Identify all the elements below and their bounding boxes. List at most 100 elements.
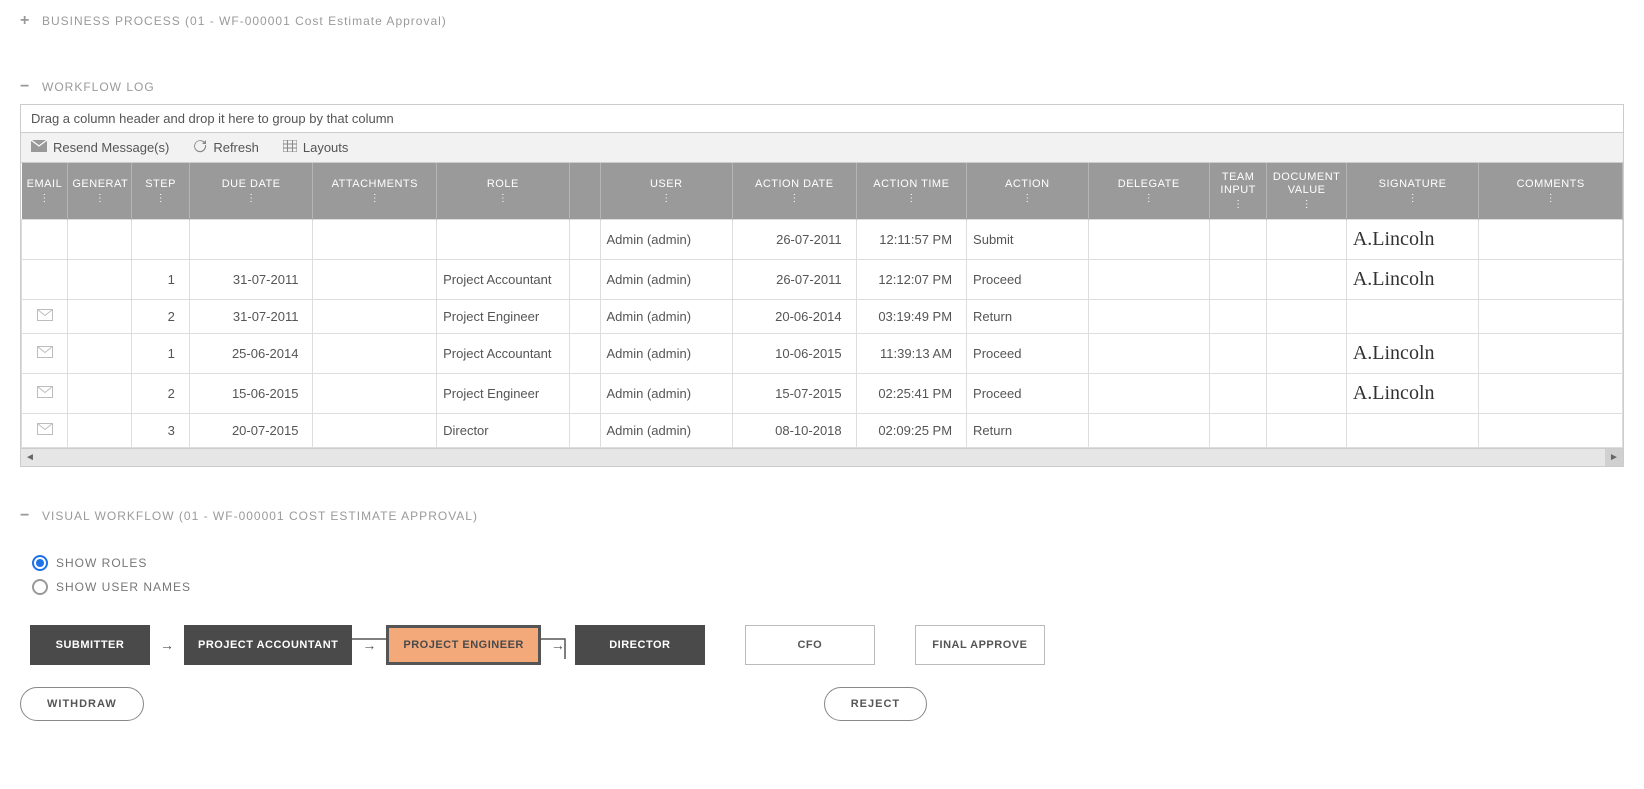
- table-row[interactable]: 125-06-2014Project AccountantAdmin (admi…: [22, 334, 1623, 374]
- column-menu-icon[interactable]: ⋮: [1271, 199, 1341, 211]
- collapse-icon: −: [20, 507, 34, 525]
- mail-icon: [37, 309, 53, 324]
- section-header-business-process[interactable]: + BUSINESS PROCESS (01 - WF-000001 Cost …: [20, 12, 1624, 30]
- section-title: WORKFLOW LOG: [42, 80, 155, 94]
- group-by-drop-zone[interactable]: Drag a column header and drop it here to…: [20, 104, 1624, 132]
- cell: [1346, 414, 1478, 448]
- refresh-button[interactable]: Refresh: [193, 139, 259, 156]
- cell: [313, 220, 437, 260]
- column-header-docval[interactable]: DOCUMENT VALUE⋮: [1267, 163, 1346, 220]
- reject-button[interactable]: REJECT: [824, 687, 927, 721]
- cell: Project Accountant: [437, 334, 569, 374]
- cell: 26-07-2011: [732, 260, 856, 300]
- column-header-sig[interactable]: SIGNATURE⋮: [1346, 163, 1478, 220]
- column-menu-icon[interactable]: ⋮: [1093, 193, 1205, 205]
- column-header-email[interactable]: EMAIL⋮: [22, 163, 68, 220]
- cell: [569, 414, 600, 448]
- cell: A.Lincoln: [1346, 334, 1478, 374]
- signature: A.Lincoln: [1353, 268, 1435, 290]
- cell: [22, 374, 68, 414]
- table-row[interactable]: 320-07-2015DirectorAdmin (admin)08-10-20…: [22, 414, 1623, 448]
- cell: [569, 334, 600, 374]
- column-menu-icon[interactable]: ⋮: [194, 193, 309, 205]
- resend-messages-button[interactable]: Resend Message(s): [31, 140, 169, 155]
- toolbar-label: Refresh: [213, 140, 259, 155]
- flow-node-director[interactable]: DIRECTOR: [575, 625, 705, 665]
- withdraw-button[interactable]: WITHDRAW: [20, 687, 144, 721]
- cell: [68, 334, 132, 374]
- table-row[interactable]: 131-07-2011Project AccountantAdmin (admi…: [22, 260, 1623, 300]
- column-menu-icon[interactable]: ⋮: [737, 193, 852, 205]
- column-header-comments[interactable]: COMMENTS⋮: [1479, 163, 1623, 220]
- cell: [1209, 260, 1266, 300]
- table-row[interactable]: Admin (admin)26-07-201112:11:57 PMSubmit…: [22, 220, 1623, 260]
- cell: Admin (admin): [600, 334, 732, 374]
- column-header-action[interactable]: ACTION⋮: [967, 163, 1088, 220]
- cell: A.Lincoln: [1346, 220, 1478, 260]
- layouts-button[interactable]: Layouts: [283, 140, 349, 155]
- table-row[interactable]: 215-06-2015Project EngineerAdmin (admin)…: [22, 374, 1623, 414]
- cell: [313, 414, 437, 448]
- cell: [1267, 334, 1346, 374]
- cell: [1479, 334, 1623, 374]
- column-menu-icon[interactable]: ⋮: [605, 193, 728, 205]
- cell: Admin (admin): [600, 260, 732, 300]
- cell: [569, 374, 600, 414]
- flow-node-acct[interactable]: PROJECT ACCOUNTANT: [184, 625, 352, 665]
- cell: [1209, 220, 1266, 260]
- column-menu-icon[interactable]: ⋮: [1483, 193, 1618, 205]
- column-header-atime[interactable]: ACTION TIME⋮: [856, 163, 966, 220]
- flow-node-submitter[interactable]: SUBMITTER: [30, 625, 150, 665]
- radio-show-roles[interactable]: SHOW ROLES: [32, 555, 1624, 571]
- column-header-generated[interactable]: GENERAT⋮: [68, 163, 132, 220]
- signature: A.Lincoln: [1353, 382, 1435, 404]
- column-header-attach[interactable]: ATTACHMENTS⋮: [313, 163, 437, 220]
- scroll-right-icon[interactable]: ►: [1605, 449, 1623, 466]
- cell: 03:19:49 PM: [856, 300, 966, 334]
- cell: [1267, 414, 1346, 448]
- cell: [1088, 260, 1209, 300]
- column-menu-icon[interactable]: ⋮: [861, 193, 962, 205]
- cell: [313, 260, 437, 300]
- radio-show-user-names[interactable]: SHOW USER NAMES: [32, 579, 1624, 595]
- column-menu-icon[interactable]: ⋮: [1351, 193, 1474, 205]
- cell: [22, 260, 68, 300]
- grid-header-row: EMAIL⋮GENERAT⋮STEP⋮DUE DATE⋮ATTACHMENTS⋮…: [22, 163, 1623, 220]
- cell: 08-10-2018: [732, 414, 856, 448]
- column-menu-icon[interactable]: ⋮: [441, 193, 564, 205]
- cell: [1088, 414, 1209, 448]
- column-header-spacer[interactable]: [569, 163, 600, 220]
- flow-node-cfo[interactable]: CFO: [745, 625, 875, 665]
- section-header-visual-workflow[interactable]: − VISUAL WORKFLOW (01 - WF-000001 COST E…: [20, 507, 1624, 525]
- column-menu-icon[interactable]: ⋮: [971, 193, 1083, 205]
- horizontal-scrollbar[interactable]: ◄ ►: [20, 449, 1624, 467]
- column-menu-icon[interactable]: ⋮: [26, 193, 64, 205]
- cell: [22, 334, 68, 374]
- column-menu-icon[interactable]: ⋮: [1214, 199, 1262, 211]
- cell: Return: [967, 300, 1088, 334]
- column-menu-icon[interactable]: ⋮: [136, 193, 184, 205]
- column-header-adate[interactable]: ACTION DATE⋮: [732, 163, 856, 220]
- cell: 25-06-2014: [189, 334, 313, 374]
- column-header-role[interactable]: ROLE⋮: [437, 163, 569, 220]
- scroll-left-icon[interactable]: ◄: [21, 449, 39, 466]
- flow-node-final[interactable]: FINAL APPROVE: [915, 625, 1045, 665]
- table-row[interactable]: 231-07-2011Project EngineerAdmin (admin)…: [22, 300, 1623, 334]
- column-header-delegate[interactable]: DELEGATE⋮: [1088, 163, 1209, 220]
- column-menu-icon[interactable]: ⋮: [72, 193, 127, 205]
- cell: [68, 414, 132, 448]
- column-header-team[interactable]: TEAM INPUT⋮: [1209, 163, 1266, 220]
- column-menu-icon[interactable]: ⋮: [317, 193, 432, 205]
- radio-label: SHOW ROLES: [56, 556, 147, 570]
- cell: Proceed: [967, 374, 1088, 414]
- cell: [1479, 300, 1623, 334]
- flow-node-eng[interactable]: PROJECT ENGINEER: [386, 625, 540, 665]
- cell: [68, 374, 132, 414]
- cell: Director: [437, 414, 569, 448]
- column-header-due[interactable]: DUE DATE⋮: [189, 163, 313, 220]
- column-header-step[interactable]: STEP⋮: [132, 163, 189, 220]
- column-header-user[interactable]: USER⋮: [600, 163, 732, 220]
- cell: 3: [132, 414, 189, 448]
- cell: [1209, 414, 1266, 448]
- section-header-workflow-log[interactable]: − WORKFLOW LOG: [20, 78, 1624, 96]
